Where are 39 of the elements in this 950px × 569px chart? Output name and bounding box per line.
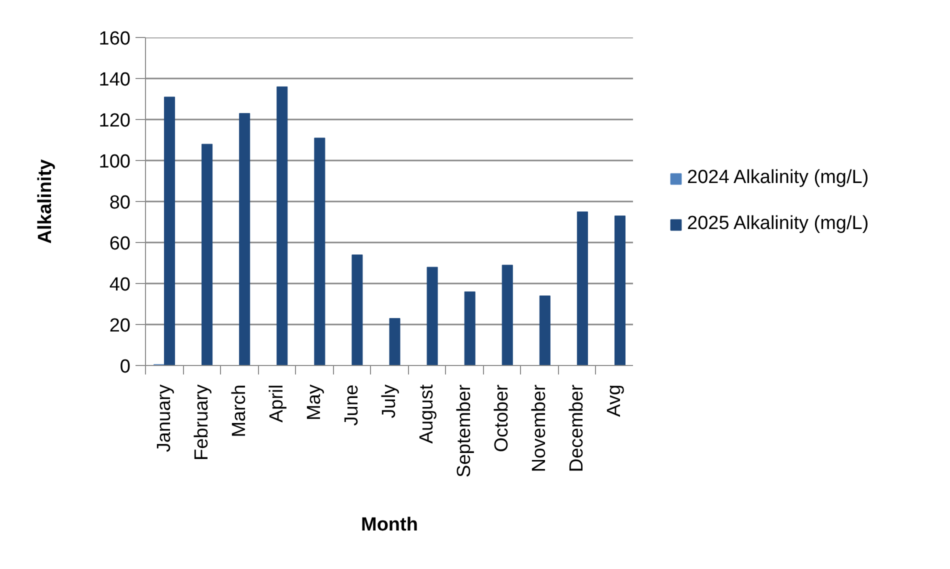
x-tick-label: June (341, 384, 362, 426)
x-tick-label: October (492, 384, 513, 452)
y-tick-label: 120 (98, 110, 130, 132)
bar (426, 266, 438, 366)
bar (539, 296, 550, 366)
y-axis-title: Alkalinity (34, 158, 56, 244)
x-tick-label: September (454, 384, 476, 478)
y-tick-label: 40 (109, 274, 131, 296)
x-tick-label: May (304, 384, 325, 420)
bar (576, 212, 588, 366)
bar (202, 144, 213, 366)
bar (389, 318, 400, 366)
legend-label: 2024 Alkalinity (mg/L) (687, 167, 869, 189)
y-tick-label: 80 (109, 192, 131, 214)
bar (502, 264, 513, 366)
x-tick-label: Avg (604, 384, 626, 417)
x-tick-label: August (416, 384, 438, 444)
x-axis-title: Month (361, 514, 418, 536)
bar (276, 86, 288, 366)
y-tick-label: 100 (98, 152, 130, 172)
x-tick-label: November (529, 384, 550, 472)
bar (239, 113, 250, 366)
y-tick-label: 0 (120, 356, 131, 378)
legend-label: 2025 Alkalinity (mg/L) (687, 213, 869, 235)
x-tick-label: February (191, 384, 212, 461)
y-tick-label: 140 (98, 70, 130, 90)
bar (614, 216, 626, 366)
x-tick-label: April (266, 384, 288, 423)
bar (314, 138, 326, 366)
y-tick-label: 60 (109, 234, 131, 254)
y-tick-label: 160 (98, 28, 130, 50)
x-tick-label: December (566, 384, 588, 472)
x-tick-label: January (154, 384, 175, 452)
bar (164, 96, 176, 366)
bar (464, 291, 476, 366)
x-tick-label: July (379, 384, 400, 418)
bar (352, 254, 363, 366)
x-tick-label: March (228, 384, 250, 438)
y-tick-label: 20 (109, 316, 131, 336)
